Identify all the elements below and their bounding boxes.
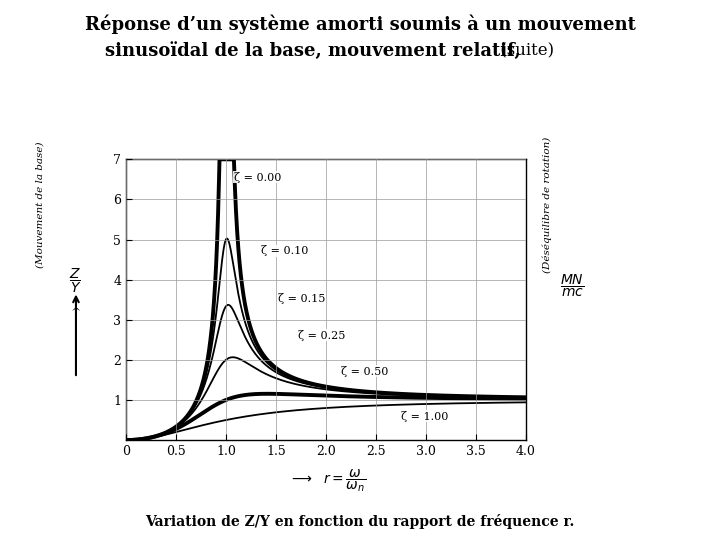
Text: ζ = 1.00: ζ = 1.00 — [401, 410, 448, 422]
Text: ζ = 0.50: ζ = 0.50 — [341, 366, 388, 376]
Text: $\dfrac{MN}{mc}$: $\dfrac{MN}{mc}$ — [560, 273, 585, 299]
Text: $\dfrac{Z}{Y}$: $\dfrac{Z}{Y}$ — [69, 267, 82, 295]
Text: ζ = 0.25: ζ = 0.25 — [298, 329, 345, 341]
Text: (suite): (suite) — [495, 43, 554, 60]
Text: ζ = 0.10: ζ = 0.10 — [261, 245, 308, 256]
Text: (Déséquilibre de rotation): (Déséquilibre de rotation) — [542, 137, 552, 273]
Text: ζ = 0.15: ζ = 0.15 — [278, 293, 325, 305]
Text: (Mouvement de la base): (Mouvement de la base) — [35, 142, 44, 268]
Text: $\longrightarrow$  $r = \dfrac{\omega}{\omega_n}$: $\longrightarrow$ $r = \dfrac{\omega}{\o… — [289, 467, 366, 494]
Text: ζ = 0.00: ζ = 0.00 — [234, 172, 282, 183]
Text: ↑: ↑ — [68, 307, 84, 325]
Text: Réponse d’un système amorti soumis à un mouvement: Réponse d’un système amorti soumis à un … — [84, 15, 636, 34]
Text: Variation de Z/Y en fonction du rapport de fréquence r.: Variation de Z/Y en fonction du rapport … — [145, 514, 575, 529]
Text: sinusoïdal de la base, mouvement relatif,: sinusoïdal de la base, mouvement relatif… — [105, 42, 521, 60]
